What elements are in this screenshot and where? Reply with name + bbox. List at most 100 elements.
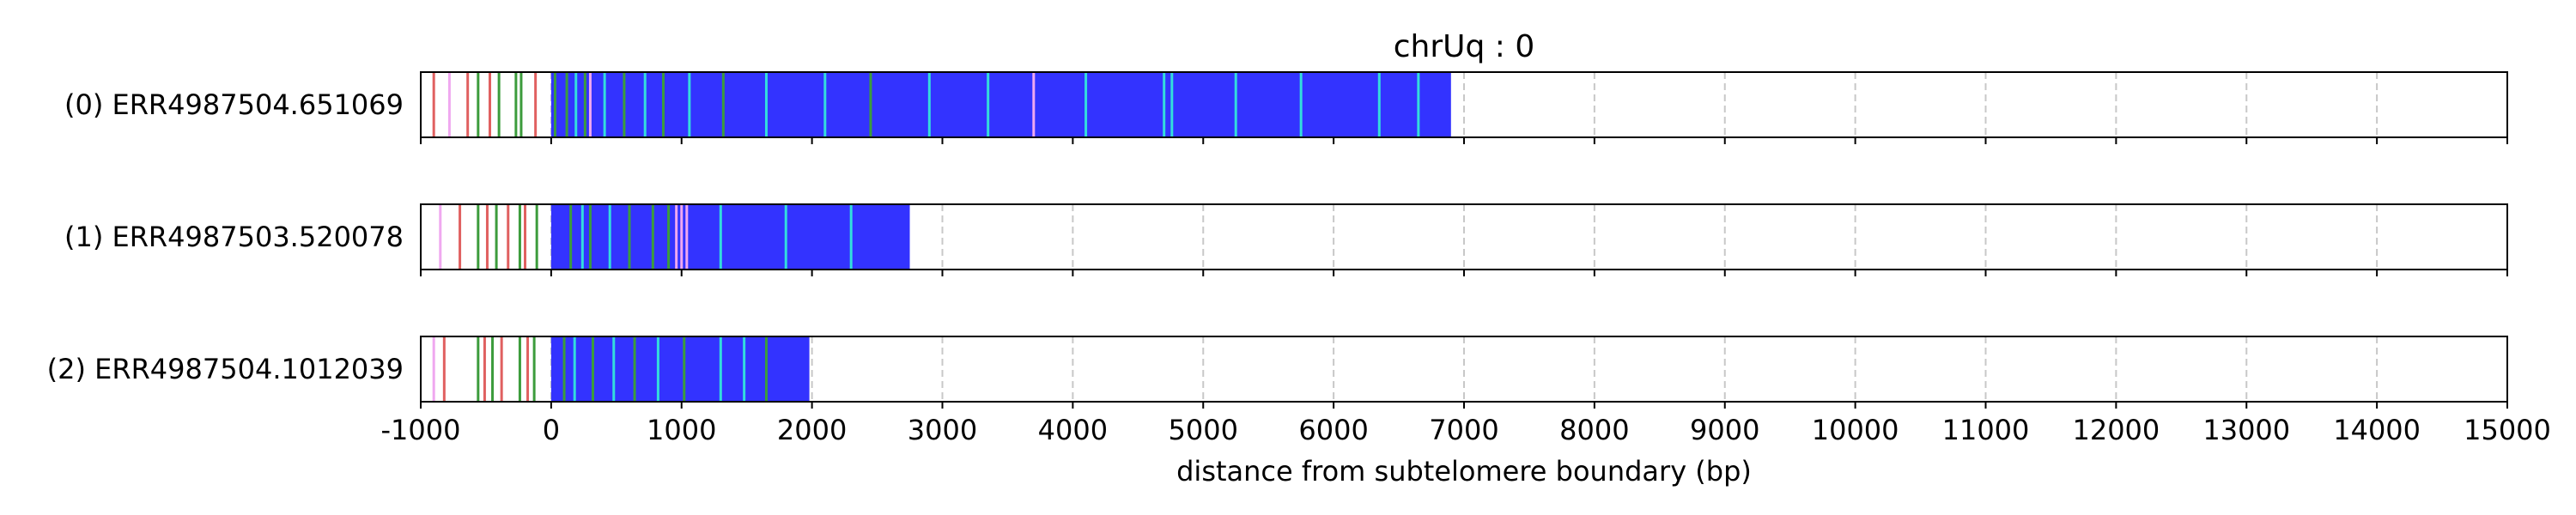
read-bar: [550, 204, 910, 270]
variant-mark: [719, 204, 722, 270]
x-tick-label: 13000: [2202, 414, 2290, 446]
x-tick-label: 9000: [1690, 414, 1759, 446]
variant-mark: [518, 204, 521, 270]
variant-mark: [685, 204, 689, 270]
variant-mark: [447, 72, 451, 137]
variant-mark: [927, 72, 931, 137]
x-axis: -1000 0 1000 2000 3000 4000 5000 6000 7000 8000 90…: [381, 414, 2551, 446]
x-tick-label: 5000: [1169, 414, 1238, 446]
variant-mark: [1417, 72, 1420, 137]
variant-mark: [683, 336, 686, 402]
variant-mark: [485, 204, 489, 270]
x-tick-label: 7000: [1429, 414, 1498, 446]
read-bar: [550, 336, 810, 402]
variant-mark: [628, 204, 631, 270]
variant-mark: [656, 336, 659, 402]
variant-mark: [432, 336, 435, 402]
read-label: (2) ERR4987504.1012039: [47, 353, 404, 385]
variant-mark: [580, 204, 584, 270]
variant-mark: [1234, 72, 1237, 137]
variant-mark: [743, 336, 746, 402]
x-tick-label: 15000: [2464, 414, 2551, 446]
variant-mark: [477, 72, 480, 137]
variant-mark: [675, 204, 678, 270]
variant-mark: [573, 336, 576, 402]
x-tick-label: 2000: [777, 414, 847, 446]
variant-mark: [477, 204, 480, 270]
variant-mark: [495, 204, 498, 270]
x-tick-label: 11000: [1942, 414, 2030, 446]
variant-mark: [721, 72, 725, 137]
variant-mark: [588, 72, 592, 137]
variant-mark: [784, 204, 787, 270]
variant-mark: [507, 204, 510, 270]
x-tick-label: 8000: [1559, 414, 1629, 446]
variant-mark: [532, 336, 536, 402]
read-panel: (2) ERR4987504.1012039: [47, 336, 2508, 409]
variant-mark: [466, 72, 470, 137]
chart-title: chrUq : 0: [1394, 29, 1535, 64]
variant-mark: [869, 72, 872, 137]
x-tick-label: 0: [543, 414, 560, 446]
x-tick-label: 12000: [2072, 414, 2160, 446]
variant-mark: [849, 204, 853, 270]
x-tick-label: 14000: [2333, 414, 2421, 446]
variant-mark: [612, 336, 616, 402]
x-tick-label: 4000: [1038, 414, 1108, 446]
variant-mark: [1299, 72, 1303, 137]
variant-mark: [633, 336, 636, 402]
read-panel: (0) ERR4987504.651069: [64, 71, 2508, 144]
variant-mark: [432, 72, 435, 137]
x-tick-label: -1000: [381, 414, 461, 446]
variant-mark: [519, 72, 523, 137]
variant-mark: [608, 204, 611, 270]
variant-mark: [1377, 72, 1381, 137]
variant-mark: [583, 72, 586, 137]
variant-mark: [680, 204, 683, 270]
x-axis-label: distance from subtelomere boundary (bp): [1176, 455, 1752, 488]
variant-mark: [569, 204, 573, 270]
variant-mark: [987, 72, 990, 137]
variant-mark: [1163, 72, 1166, 137]
read-label: (0) ERR4987504.651069: [64, 88, 404, 121]
variant-mark: [518, 336, 521, 402]
variant-mark: [1084, 72, 1088, 137]
variant-mark: [534, 72, 538, 137]
variant-mark: [491, 336, 495, 402]
variant-mark: [477, 336, 480, 402]
variant-mark: [643, 72, 647, 137]
variant-mark: [535, 204, 538, 270]
variant-mark: [764, 72, 768, 137]
variant-mark: [667, 204, 671, 270]
x-tick-label: 3000: [908, 414, 977, 446]
variant-mark: [1170, 72, 1174, 137]
variant-mark: [588, 204, 592, 270]
variant-mark: [500, 336, 503, 402]
variant-mark: [719, 336, 722, 402]
variant-mark: [661, 72, 665, 137]
variant-mark: [565, 72, 568, 137]
variant-mark: [623, 72, 626, 137]
variant-mark: [488, 72, 491, 137]
variant-mark: [651, 204, 654, 270]
x-tick-label: 6000: [1298, 414, 1368, 446]
x-tick-label: 1000: [647, 414, 716, 446]
read-panels: (0) ERR4987504.651069 (1) ERR4987503.5200…: [47, 71, 2508, 409]
read-label: (1) ERR4987503.520078: [64, 221, 404, 253]
variant-mark: [688, 72, 691, 137]
variant-mark: [497, 72, 501, 137]
x-tick-label: 10000: [1812, 414, 1899, 446]
variant-mark: [483, 336, 486, 402]
variant-mark: [591, 336, 594, 402]
variant-mark: [553, 72, 556, 137]
variant-mark: [1032, 72, 1036, 137]
variant-mark: [823, 72, 827, 137]
variant-mark: [574, 72, 578, 137]
variant-mark: [439, 204, 442, 270]
variant-mark: [524, 204, 526, 270]
variant-mark: [442, 336, 446, 402]
read-panel: (1) ERR4987503.520078: [64, 203, 2508, 276]
variant-mark: [603, 72, 606, 137]
variant-mark: [459, 204, 462, 270]
